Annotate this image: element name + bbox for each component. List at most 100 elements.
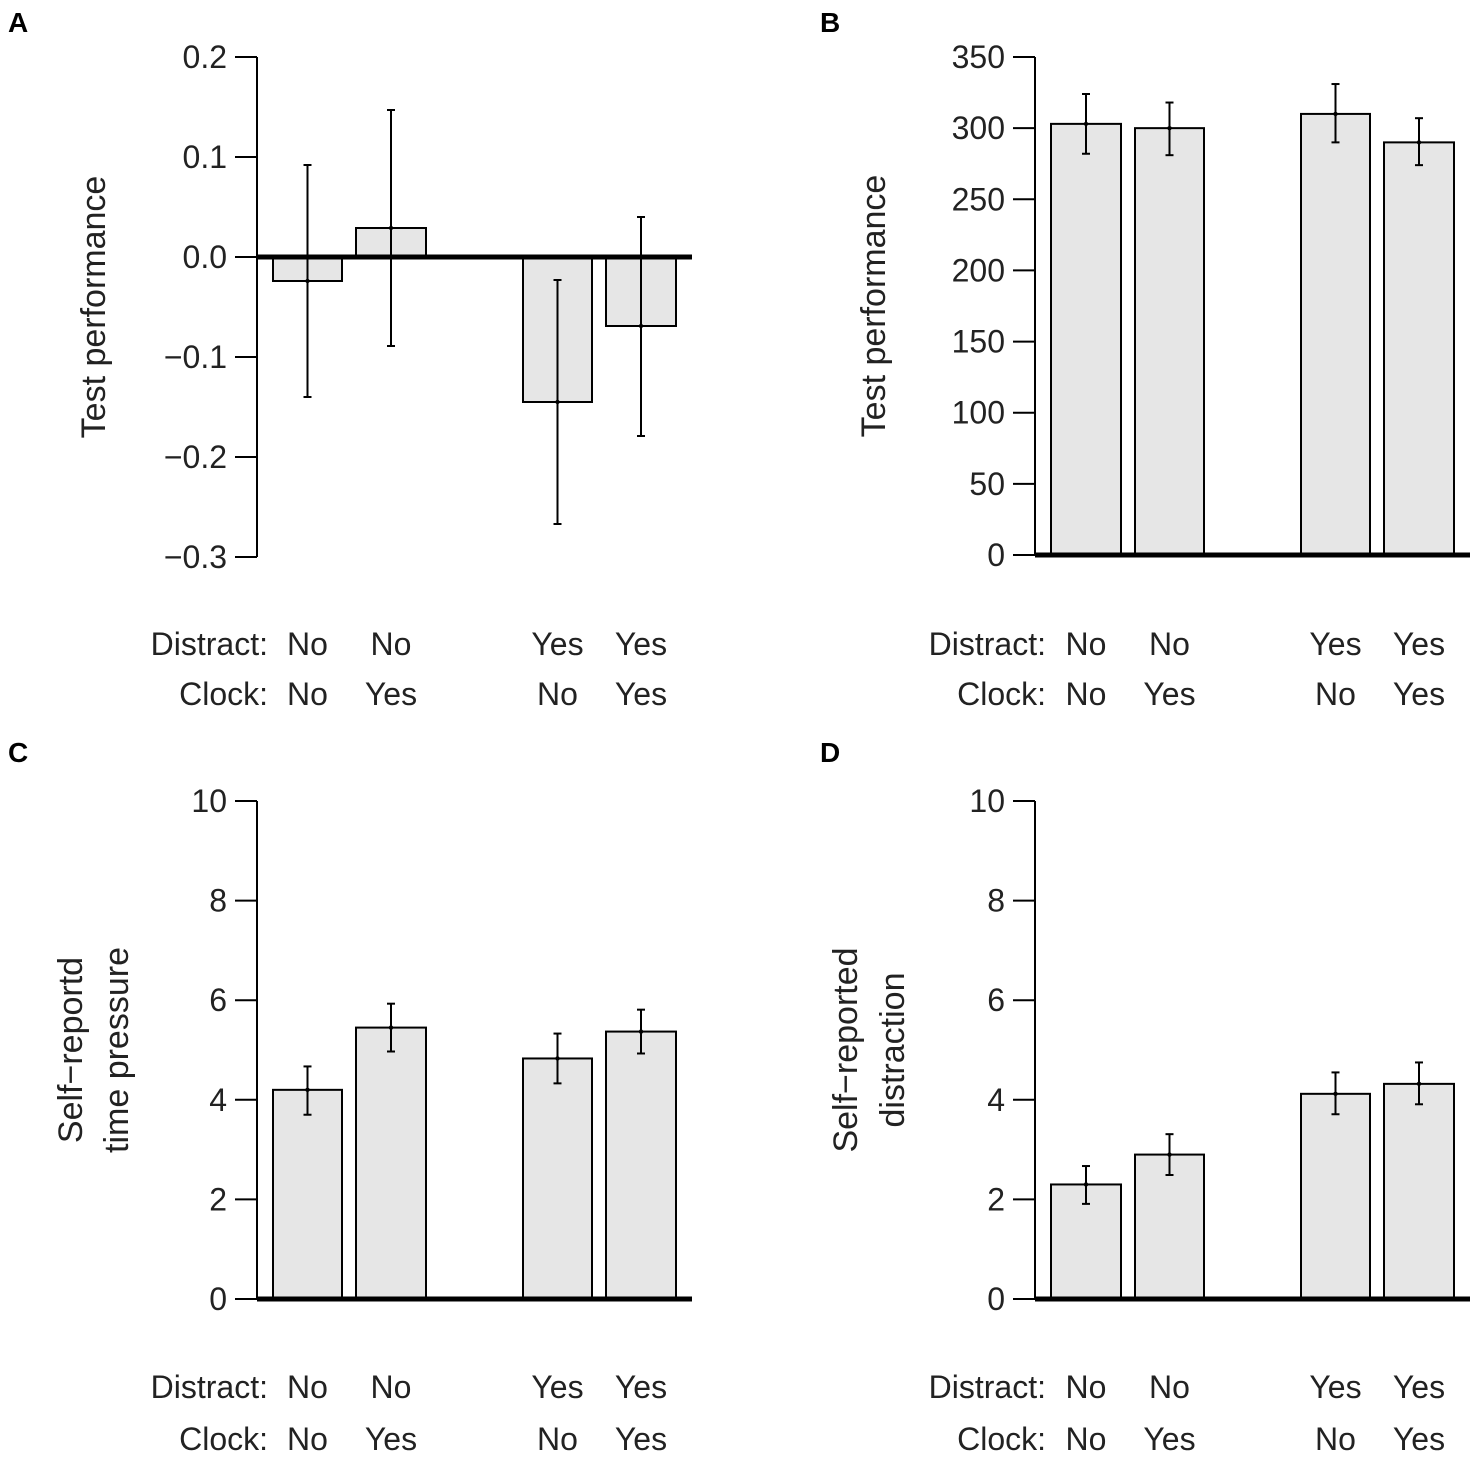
clock-category-label: No bbox=[1315, 676, 1356, 712]
mean-point bbox=[1333, 1091, 1338, 1097]
y-tick-label: 8 bbox=[987, 883, 1005, 919]
y-tick-label: 200 bbox=[952, 252, 1005, 288]
distract-category-label: No bbox=[1149, 626, 1190, 662]
mean-point bbox=[1083, 1182, 1089, 1187]
y-tick-label: 50 bbox=[969, 466, 1005, 502]
clock-category-label: No bbox=[537, 676, 578, 712]
bar bbox=[1383, 1082, 1455, 1301]
y-tick-label: 10 bbox=[191, 783, 227, 819]
mean-point bbox=[388, 1025, 394, 1030]
bar bbox=[1300, 112, 1371, 557]
bar bbox=[522, 1057, 593, 1300]
y-axis-title: Test performance bbox=[855, 175, 893, 438]
clock-row-label: Clock: bbox=[179, 676, 268, 712]
mean-point bbox=[1083, 121, 1089, 127]
y-tick-label: 250 bbox=[952, 181, 1005, 217]
y-tick-label: 2 bbox=[209, 1181, 227, 1217]
bar bbox=[605, 1030, 677, 1300]
mean-point bbox=[638, 323, 644, 329]
bar bbox=[1134, 127, 1205, 556]
y-axis-title: time pressure bbox=[98, 947, 136, 1153]
y-tick-label: 350 bbox=[952, 39, 1005, 75]
bar bbox=[1134, 1153, 1205, 1300]
mean-point bbox=[1333, 111, 1338, 117]
distract-category-label: No bbox=[1149, 1369, 1190, 1405]
y-axis-title: Self−reportd bbox=[52, 957, 90, 1143]
bar bbox=[355, 1026, 427, 1300]
y-tick-label: 10 bbox=[969, 783, 1005, 819]
distract-category-label: No bbox=[371, 626, 412, 662]
clock-row-label: Clock: bbox=[957, 676, 1046, 712]
y-tick-label: 0.0 bbox=[183, 239, 227, 275]
panel-label: A bbox=[8, 7, 28, 38]
y-tick-label: 100 bbox=[952, 395, 1005, 431]
distract-row-label: Distract: bbox=[929, 1369, 1046, 1405]
bar bbox=[272, 1088, 343, 1300]
y-tick-label: 6 bbox=[987, 982, 1005, 1018]
panel-label: B bbox=[820, 7, 840, 38]
mean-point bbox=[305, 278, 310, 284]
distract-category-label: Yes bbox=[1393, 626, 1445, 662]
clock-category-label: No bbox=[1315, 1421, 1356, 1457]
distract-row-label: Distract: bbox=[151, 1369, 268, 1405]
distract-row-label: Distract: bbox=[929, 626, 1046, 662]
y-axis-title: Test performance bbox=[75, 176, 113, 439]
clock-row-label: Clock: bbox=[957, 1421, 1046, 1457]
distract-category-label: Yes bbox=[615, 626, 667, 662]
panel-b: B 0 50 100 150 200 250 300 350 Test performance No… bbox=[820, 7, 1470, 712]
mean-point bbox=[388, 225, 394, 231]
y-tick-label: −0.3 bbox=[164, 539, 227, 575]
y-tick-label: 6 bbox=[209, 982, 227, 1018]
bar bbox=[1050, 122, 1122, 556]
mean-point bbox=[555, 399, 560, 405]
clock-category-label: No bbox=[287, 676, 328, 712]
distract-category-label: Yes bbox=[615, 1369, 667, 1405]
y-tick-label: −0.2 bbox=[164, 439, 227, 475]
distract-category-label: No bbox=[287, 626, 328, 662]
distract-category-label: No bbox=[1066, 626, 1107, 662]
distract-category-label: Yes bbox=[1393, 1369, 1445, 1405]
clock-category-label: No bbox=[287, 1421, 328, 1457]
clock-category-label: Yes bbox=[615, 676, 667, 712]
bar bbox=[1383, 141, 1455, 556]
y-tick-label: 300 bbox=[952, 110, 1005, 146]
y-tick-label: 0 bbox=[209, 1281, 227, 1317]
clock-category-label: No bbox=[1066, 676, 1107, 712]
mean-point bbox=[555, 1056, 560, 1061]
distract-category-label: No bbox=[371, 1369, 412, 1405]
clock-category-label: Yes bbox=[1393, 1421, 1445, 1457]
panel-label: D bbox=[820, 737, 840, 768]
y-tick-label: 0 bbox=[987, 537, 1005, 573]
panel-c: C 0 2 4 6 8 10 Self−reportd time pressure No No No Y… bbox=[8, 737, 692, 1457]
clock-category-label: No bbox=[537, 1421, 578, 1457]
distract-row-label: Distract: bbox=[151, 626, 268, 662]
y-tick-label: 0.2 bbox=[183, 39, 227, 75]
y-tick-label: 8 bbox=[209, 883, 227, 919]
panel-a: A −0.3 −0.2 −0.1 0.0 0.1 0.2 Test performance No… bbox=[8, 7, 692, 712]
panel-label: C bbox=[8, 737, 28, 768]
mean-point bbox=[1416, 1081, 1422, 1087]
bar bbox=[1300, 1092, 1371, 1300]
y-axis-title: Self−reported bbox=[827, 947, 865, 1152]
clock-category-label: Yes bbox=[1393, 676, 1445, 712]
panel-d: D 0 2 4 6 8 10 Self−reported distraction No No No Ye… bbox=[820, 737, 1470, 1457]
mean-point bbox=[305, 1087, 310, 1093]
clock-category-label: Yes bbox=[1143, 1421, 1195, 1457]
clock-category-label: Yes bbox=[365, 676, 417, 712]
clock-category-label: Yes bbox=[365, 1421, 417, 1457]
clock-category-label: Yes bbox=[1143, 676, 1195, 712]
distract-category-label: Yes bbox=[531, 1369, 583, 1405]
clock-row-label: Clock: bbox=[179, 1421, 268, 1457]
y-tick-label: 0.1 bbox=[183, 139, 227, 175]
y-tick-label: 4 bbox=[987, 1082, 1005, 1118]
mean-point bbox=[638, 1029, 644, 1034]
y-axis-title: distraction bbox=[874, 973, 912, 1128]
y-tick-label: 2 bbox=[987, 1181, 1005, 1217]
distract-category-label: Yes bbox=[1309, 626, 1361, 662]
clock-category-label: Yes bbox=[615, 1421, 667, 1457]
clock-category-label: No bbox=[1066, 1421, 1107, 1457]
y-tick-label: 0 bbox=[987, 1281, 1005, 1317]
mean-point bbox=[1416, 140, 1422, 145]
mean-point bbox=[1167, 125, 1172, 131]
